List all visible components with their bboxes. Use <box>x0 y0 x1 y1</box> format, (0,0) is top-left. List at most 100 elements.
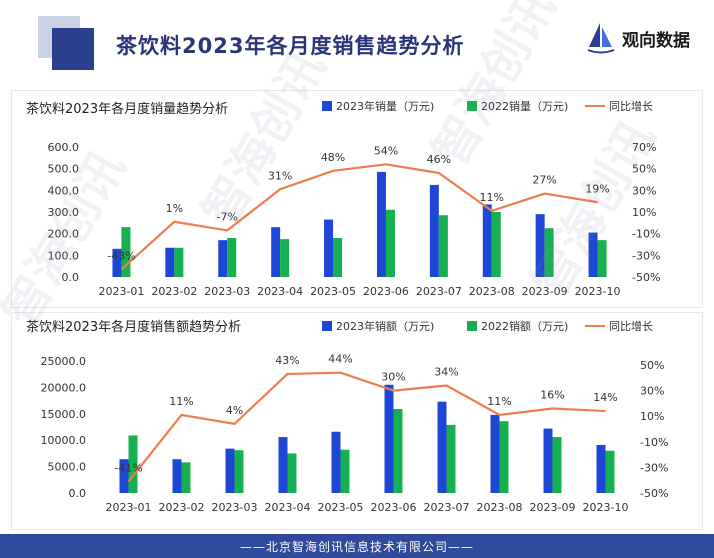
y-tick-label: 300.0 <box>48 206 80 219</box>
x-tick-label: 2023-08 <box>477 501 523 514</box>
x-tick-label: 2023-04 <box>265 501 311 514</box>
y-tick-label: 5000.0 <box>48 461 87 474</box>
bar-2022 <box>491 212 501 277</box>
bar-2023 <box>225 448 235 493</box>
x-tick-label: 2023-04 <box>257 285 303 298</box>
growth-data-label: -7% <box>217 210 238 223</box>
growth-data-label: 11% <box>169 395 193 408</box>
growth-data-label: 30% <box>381 371 405 384</box>
y2-tick-label: 70% <box>632 141 656 154</box>
x-tick-label: 2023-01 <box>106 501 152 514</box>
x-tick-label: 2023-08 <box>469 285 515 298</box>
growth-data-label: 27% <box>532 174 556 187</box>
y2-tick-label: 50% <box>632 163 656 176</box>
bar-2023 <box>331 431 341 493</box>
y-tick-label: 500.0 <box>48 163 80 176</box>
x-tick-label: 2023-01 <box>98 285 144 298</box>
y-tick-label: 100.0 <box>48 249 80 262</box>
bar-2023 <box>218 240 228 277</box>
y2-tick-label: 50% <box>640 359 664 372</box>
x-tick-label: 2023-06 <box>371 501 417 514</box>
bar-2022 <box>393 409 403 493</box>
bar-2023 <box>112 248 122 277</box>
legend-label-1: 2022销量（万元) <box>481 99 568 113</box>
x-tick-label: 2023-02 <box>159 501 205 514</box>
bar-2022 <box>333 238 343 277</box>
y-tick-label: 0.0 <box>62 271 80 284</box>
legend-swatch-0 <box>322 321 332 331</box>
y-tick-label: 15000.0 <box>41 408 87 421</box>
growth-data-label: 16% <box>540 389 564 402</box>
bar-2022 <box>174 247 184 277</box>
bar-2022 <box>544 228 554 277</box>
chart-title: 茶饮料2023年各月度销售额趋势分析 <box>26 319 241 335</box>
growth-data-label: 46% <box>427 153 451 166</box>
growth-data-label: 43% <box>275 354 299 367</box>
y2-tick-label: -50% <box>632 271 660 284</box>
y2-tick-label: -30% <box>632 249 660 262</box>
logo-square-dark <box>52 28 94 70</box>
sales-amount-chart-panel: 茶饮料2023年各月度销售额趋势分析 2023年销额（万元) 2022销额（万元) 同… <box>11 312 703 530</box>
bar-2022 <box>446 424 456 493</box>
bar-2022 <box>552 437 562 493</box>
x-tick-label: 2023-07 <box>424 501 470 514</box>
y-tick-label: 20000.0 <box>41 381 87 394</box>
growth-data-label: 11% <box>487 395 511 408</box>
legend-swatch-0 <box>322 101 332 111</box>
sales-volume-chart-panel: 茶饮料2023年各月度销量趋势分析 2023年销量（万元) 2022销量（万元) 同比… <box>11 90 703 308</box>
bar-2023 <box>482 204 492 277</box>
brand: 观向数据 <box>586 18 690 58</box>
y2-tick-label: -10% <box>632 228 660 241</box>
legend-label-1: 2022销额（万元) <box>481 319 568 333</box>
y-tick-label: 200.0 <box>48 228 80 241</box>
brand-name: 观向数据 <box>622 30 690 51</box>
sales-amount-chart: 茶饮料2023年各月度销售额趋势分析 2023年销额（万元) 2022销额（万元) 同… <box>26 319 668 514</box>
growth-data-label: 44% <box>328 353 352 366</box>
bar-2022 <box>128 435 138 493</box>
page-title: 茶饮料2023年各月度销售趋势分析 <box>116 34 465 58</box>
bar-2023 <box>588 232 598 277</box>
bar-2023 <box>119 459 129 493</box>
y2-tick-label: 10% <box>632 206 656 219</box>
growth-data-label: 11% <box>480 191 504 204</box>
x-tick-label: 2023-10 <box>583 501 629 514</box>
y-tick-label: 10000.0 <box>41 434 87 447</box>
y2-tick-label: -30% <box>640 461 668 474</box>
bar-2022 <box>181 462 191 493</box>
y-tick-label: 25000.0 <box>41 355 87 368</box>
bar-2022 <box>227 238 237 277</box>
legend-label-0: 2023年销额（万元) <box>336 319 434 333</box>
bar-2022 <box>499 421 509 493</box>
bar-2022 <box>438 215 448 277</box>
legend-swatch-1 <box>467 101 477 111</box>
x-tick-label: 2023-03 <box>212 501 258 514</box>
y-tick-label: 600.0 <box>48 141 80 154</box>
y2-tick-label: 30% <box>640 385 664 398</box>
bar-2022 <box>385 209 395 277</box>
bar-2023 <box>535 214 545 277</box>
x-tick-label: 2023-09 <box>522 285 568 298</box>
growth-data-label: 54% <box>374 144 398 157</box>
growth-line <box>120 163 598 271</box>
sail-logo-icon <box>587 23 615 54</box>
bar-2023 <box>596 444 606 493</box>
legend-swatch-1 <box>467 321 477 331</box>
legend-label-0: 2023年销量（万元) <box>336 99 434 113</box>
growth-data-label: 48% <box>321 151 345 164</box>
bar-2022 <box>234 450 244 493</box>
growth-line <box>127 371 606 483</box>
bar-2023 <box>429 184 439 277</box>
x-tick-label: 2023-05 <box>318 501 364 514</box>
y2-tick-label: 10% <box>640 410 664 423</box>
growth-data-label: -43% <box>107 249 135 262</box>
bar-2023 <box>437 401 447 493</box>
page-header: 茶饮料2023年各月度销售趋势分析 观向数据 <box>0 0 714 90</box>
y-tick-label: 400.0 <box>48 184 80 197</box>
bar-2023 <box>271 227 281 277</box>
sales-volume-chart: 茶饮料2023年各月度销量趋势分析 2023年销量（万元) 2022销量（万元) 同比… <box>26 99 660 298</box>
growth-data-label: 14% <box>593 391 617 404</box>
bar-2023 <box>490 414 500 493</box>
bar-2022 <box>287 453 297 493</box>
growth-data-label: -41% <box>114 461 142 474</box>
x-tick-label: 2023-10 <box>575 285 621 298</box>
